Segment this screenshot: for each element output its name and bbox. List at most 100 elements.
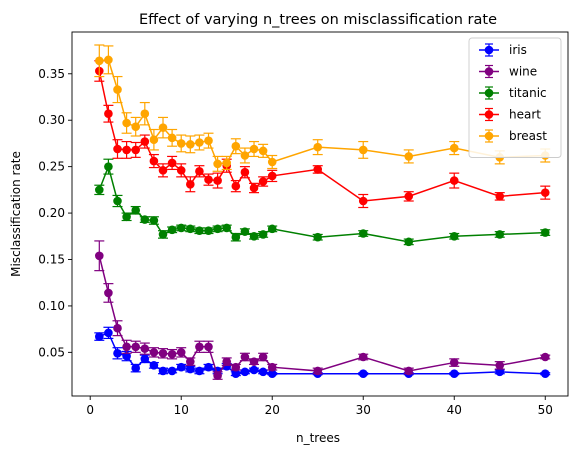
legend-entry-breast: breast <box>479 129 547 143</box>
data-point <box>358 369 368 379</box>
data-point <box>240 352 250 362</box>
data-point <box>122 342 131 352</box>
data-point <box>122 118 131 128</box>
legend-swatch-marker <box>484 45 494 55</box>
data-point <box>449 176 459 185</box>
legend-entry-heart: heart <box>479 108 541 122</box>
x-tick-label: 40 <box>447 403 462 417</box>
data-point <box>104 55 113 65</box>
data-point <box>149 156 159 166</box>
data-point <box>122 351 131 361</box>
data-point <box>122 212 131 222</box>
data-point <box>113 85 122 94</box>
data-point <box>249 357 259 366</box>
data-point <box>113 144 122 154</box>
data-point <box>140 215 150 224</box>
x-tick-label: 20 <box>265 403 280 417</box>
data-point <box>258 146 268 156</box>
data-point <box>104 162 113 171</box>
data-point <box>231 141 241 151</box>
data-point <box>358 229 368 238</box>
x-axis-label: n_trees <box>296 431 340 445</box>
data-point <box>313 232 323 242</box>
data-point <box>449 143 459 153</box>
data-point <box>540 188 550 197</box>
data-point <box>267 362 277 372</box>
data-point <box>122 145 131 155</box>
data-point <box>540 352 550 362</box>
data-point <box>95 251 104 261</box>
data-point <box>158 230 168 239</box>
data-point <box>495 230 505 239</box>
data-point <box>176 166 186 175</box>
legend: iris wine titanic heart breast <box>468 37 562 158</box>
data-point <box>195 166 204 176</box>
data-point <box>158 366 168 376</box>
x-axis: 0 10 20 30 40 50 <box>86 396 553 417</box>
data-point <box>176 139 186 148</box>
data-point <box>195 138 204 147</box>
y-tick-label: 0.25 <box>38 160 65 174</box>
data-point <box>358 196 368 206</box>
data-point <box>204 226 213 236</box>
data-point <box>404 192 414 201</box>
data-point <box>204 362 213 372</box>
data-point <box>404 152 414 161</box>
data-point <box>313 142 323 152</box>
data-point <box>167 133 177 143</box>
legend-box <box>468 37 562 158</box>
data-point <box>176 348 186 357</box>
y-axis: 0.05 0.10 0.15 0.20 0.25 0.30 0.35 <box>38 67 72 359</box>
data-point <box>113 196 122 206</box>
legend-label: heart <box>509 108 541 122</box>
data-point <box>249 231 259 241</box>
data-point <box>158 166 168 175</box>
data-point <box>267 171 277 181</box>
legend-swatch-marker <box>484 110 494 119</box>
data-point <box>358 145 368 155</box>
data-point <box>267 224 277 234</box>
x-tick-label: 0 <box>86 403 94 417</box>
y-axis-label: Misclassification rate <box>9 151 23 277</box>
series-layer <box>94 44 551 380</box>
data-point <box>158 123 168 132</box>
legend-label: wine <box>509 65 537 79</box>
data-point <box>149 361 159 370</box>
data-point <box>231 181 241 191</box>
data-point <box>195 342 204 352</box>
data-point <box>186 179 195 189</box>
data-point <box>213 224 222 234</box>
data-point <box>240 167 250 177</box>
series-titanic <box>94 158 551 247</box>
data-point <box>158 348 168 358</box>
y-tick-label: 0.15 <box>38 253 65 267</box>
data-point <box>249 365 259 375</box>
legend-entry-titanic: titanic <box>479 86 547 100</box>
data-point <box>231 362 241 372</box>
y-tick-label: 0.05 <box>38 345 65 359</box>
data-point <box>258 352 268 362</box>
series-wine <box>94 240 551 380</box>
data-point <box>195 226 204 236</box>
data-point <box>95 56 104 66</box>
y-tick-label: 0.30 <box>38 113 65 127</box>
data-point <box>149 348 159 357</box>
data-point <box>131 342 141 352</box>
data-point <box>313 366 323 376</box>
data-point <box>240 367 250 377</box>
y-tick-label: 0.20 <box>38 206 65 220</box>
data-point <box>231 369 241 379</box>
x-tick-label: 30 <box>356 403 371 417</box>
data-point <box>104 109 113 119</box>
series-breast <box>94 44 551 172</box>
legend-swatch-marker <box>484 88 494 98</box>
data-point <box>131 205 141 215</box>
data-point <box>131 363 141 373</box>
data-point <box>140 137 150 146</box>
data-point <box>186 364 195 374</box>
data-point <box>540 228 550 237</box>
data-point <box>140 354 150 364</box>
data-point <box>204 175 213 184</box>
data-point <box>131 122 141 132</box>
